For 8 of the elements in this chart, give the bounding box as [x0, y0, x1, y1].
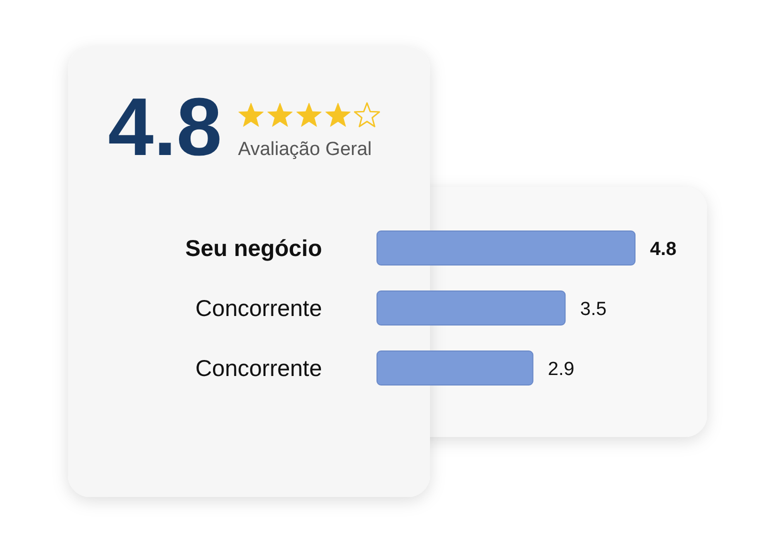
y-tick-label: Concorrente: [195, 295, 322, 321]
y-tick-label: Seu negócio: [185, 235, 322, 261]
chart-title: 4.8: [108, 82, 222, 173]
data-label: 2.9: [548, 359, 574, 380]
data-label: 3.5: [580, 299, 607, 320]
chart-subtitle: Avaliação Geral: [238, 139, 372, 160]
y-tick-label: Concorrente: [195, 355, 322, 381]
data-label: 4.8: [650, 239, 676, 260]
